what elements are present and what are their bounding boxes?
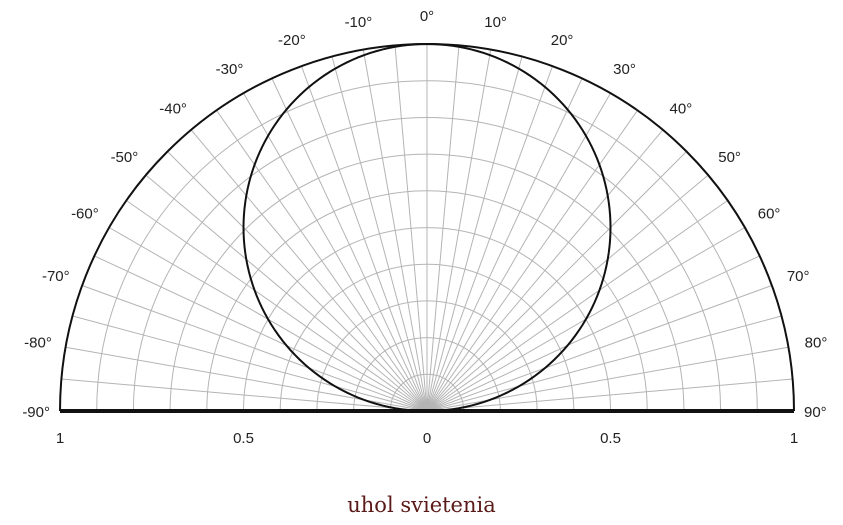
radial-tick-label: 0.5 [233,430,254,447]
grid-spoke [331,56,428,412]
polar-grid [59,43,795,413]
grid-spoke [426,200,728,412]
grid-spoke [426,56,523,412]
grid-spoke [94,255,428,412]
grid-spoke [426,110,638,412]
radial-tick-label: 1 [56,430,64,447]
grid-spoke [271,78,428,412]
angle-tick-label: -40° [159,100,187,117]
angle-tick-label: -90° [22,404,50,421]
grid-spoke [362,49,428,412]
angle-tick-label: 30° [613,61,636,78]
grid-spoke [426,65,553,412]
radial-tick-label: 0 [423,430,431,447]
angle-tick-label: 10° [484,14,507,31]
chart-caption: uhol svietenia [347,493,496,517]
grid-spoke [426,129,664,412]
grid-spoke [426,45,460,412]
angle-tick-label: 50° [718,149,741,166]
angle-tick-label: -10° [345,14,373,31]
angle-tick-label: 60° [758,206,781,223]
grid-spoke [72,315,428,412]
grid-spoke [426,78,583,412]
grid-spoke [426,151,687,412]
angle-tick-label: 40° [670,100,693,117]
intensity-curve-layer [242,42,612,412]
angle-tick-label: 80° [805,334,828,351]
intensity-curve [242,42,612,412]
angle-tick-label: 0° [420,8,434,25]
grid-spoke [426,49,492,412]
radial-tick-labels: 1 0.5 0 0.5 1 [56,430,798,447]
angle-tick-label: -20° [278,32,306,49]
grid-spoke [301,65,428,412]
grid-spoke [426,92,611,412]
angle-tick-label: -80° [24,334,52,351]
grid-spoke [426,378,793,412]
angle-tick-labels: -90° -80° -70° -60° -50° -40° -30° -20° -10° 0° 10… [22,8,827,421]
angle-tick-label: -50° [111,149,139,166]
grid-spoke [126,200,428,412]
angle-tick-label: -30° [216,61,244,78]
grid-spoke [145,174,428,412]
angle-tick-label: -60° [71,206,99,223]
grid-spoke [426,315,782,412]
grid-spoke [167,151,428,412]
angle-tick-label: -70° [42,268,70,285]
grid-spoke [61,378,428,412]
grid-spoke [426,174,709,412]
grid-spoke [426,255,760,412]
angle-tick-label: 20° [551,32,574,49]
grid-spoke [394,45,428,412]
grid-spoke [190,129,428,412]
grid-spoke [216,110,428,412]
grid-spoke [426,285,773,412]
grid-spoke [81,285,428,412]
angle-tick-label: 90° [804,404,827,421]
angle-tick-label: 70° [787,268,810,285]
radial-tick-label: 1 [790,430,798,447]
grid-spoke [243,92,428,412]
radial-tick-label: 0.5 [600,430,621,447]
